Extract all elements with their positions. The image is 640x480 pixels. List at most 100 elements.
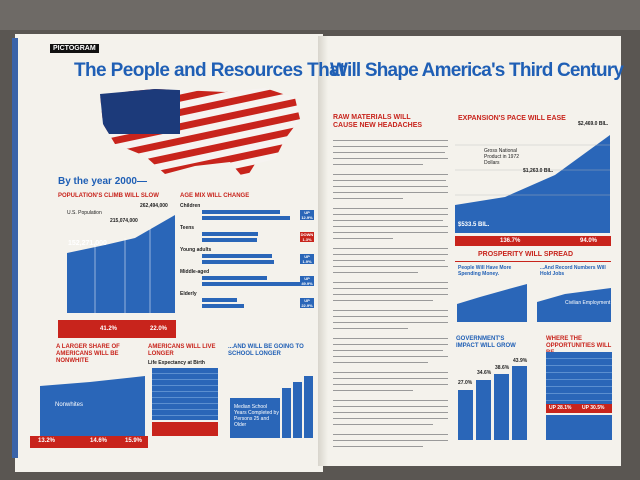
text-line <box>333 254 448 255</box>
expansion-chart <box>455 135 610 233</box>
text-line <box>333 412 448 413</box>
text-line <box>333 362 428 363</box>
section-heading: AGE MIX WILL CHANGE <box>180 193 250 199</box>
change-label: 136.7% <box>500 238 521 244</box>
text-line <box>333 378 448 379</box>
bar <box>202 304 244 308</box>
text-line <box>333 266 448 267</box>
life-table <box>152 368 218 420</box>
text-line <box>333 446 423 447</box>
section-heading: GOVERNMENT'S IMPACT WILL GROW <box>456 336 516 349</box>
text-line <box>333 192 448 193</box>
text-line <box>333 158 448 159</box>
share-label: 14.6% <box>90 438 108 444</box>
age-mix-chart: Children Teens Young adults Middle-aged … <box>180 203 315 315</box>
group-label: Teens <box>180 225 195 231</box>
share-label: 15.9% <box>125 438 143 444</box>
bar <box>202 276 267 280</box>
text-line <box>333 328 408 329</box>
background-wall <box>0 0 640 30</box>
text-line <box>333 288 448 289</box>
flag-map <box>100 88 300 180</box>
text-line <box>333 424 433 425</box>
change-label: UP 22.9% <box>300 298 314 308</box>
population-chart <box>67 215 175 313</box>
text-line <box>333 338 448 339</box>
share-label: 27.0% <box>458 380 473 386</box>
text-line <box>333 146 448 147</box>
text-line <box>333 214 448 215</box>
bar <box>202 232 258 236</box>
bar <box>202 298 237 302</box>
title-left: The People and Resources That <box>74 60 345 81</box>
text-line <box>333 140 448 141</box>
share-label: 43.9% <box>513 358 528 364</box>
text-line <box>333 440 448 441</box>
value-label: 262,494,000 <box>140 203 168 209</box>
change-strip <box>546 404 612 413</box>
group-label: Elderly <box>180 291 197 297</box>
school-chart <box>230 376 313 438</box>
gutter <box>318 36 328 466</box>
nonwhite-chart <box>40 376 145 436</box>
text-line <box>333 350 443 351</box>
change-label: UP 12.9% <box>300 210 314 220</box>
value-label: $2,469.0 BIL. <box>578 121 609 127</box>
group-label: Young adults <box>180 247 212 253</box>
bar <box>202 238 257 242</box>
note-box <box>152 422 218 436</box>
text-line <box>333 344 448 345</box>
group-label: Middle-aged <box>180 269 210 275</box>
text-line <box>333 322 448 323</box>
share-label: 38.6% <box>495 365 510 371</box>
text-line <box>333 384 448 385</box>
intro: By the year 2000— <box>58 176 147 187</box>
text-line <box>333 390 413 391</box>
text-line <box>333 434 448 435</box>
text-line <box>333 282 448 283</box>
government-chart <box>458 366 527 440</box>
value-label: $533.5 BIL. <box>458 222 490 228</box>
change-label: 94.0% <box>580 238 598 244</box>
section-heading: A LARGER SHARE OF AMERICANS WILL BE NONW… <box>56 344 120 364</box>
chart-label: Gross National Product in 1972 Dollars <box>484 148 520 166</box>
text-line <box>333 226 448 227</box>
value-label: 152,271,000 <box>68 240 107 247</box>
text-line <box>333 294 448 295</box>
change-strip <box>30 436 148 448</box>
prosperity-charts <box>457 284 611 322</box>
page-edge <box>12 38 18 458</box>
text-line <box>333 180 446 181</box>
change-strip <box>455 236 611 246</box>
change-label: 41.2% <box>100 326 118 332</box>
section-heading: POPULATION'S CLIMB WILL SLOW <box>58 193 159 199</box>
text-line <box>333 238 393 239</box>
text-line <box>333 418 448 419</box>
text-line <box>333 174 448 175</box>
text-line <box>333 198 403 199</box>
change-label: UP 1.9% <box>300 254 314 264</box>
section-heading: ...AND WILL BE GOING TO SCHOOL LONGER <box>228 344 304 357</box>
opportunity-table <box>546 352 612 404</box>
tag: PICTOGRAM <box>50 44 99 53</box>
chart-label: Nonwhites <box>55 402 84 408</box>
bar <box>202 260 274 264</box>
value-label: $1,263.0 BIL. <box>523 168 554 174</box>
note-box <box>546 415 612 440</box>
text-line <box>333 356 448 357</box>
bar <box>202 282 300 286</box>
rule <box>455 261 611 262</box>
sub-heading: ...And Record Numbers Will Hold Jobs <box>540 265 606 277</box>
bar <box>202 216 290 220</box>
change-label: 22.0% <box>150 326 168 332</box>
text-line <box>333 208 448 209</box>
chart-label: U.S. Population <box>67 210 102 216</box>
text-line <box>333 316 448 317</box>
section-heading: AMERICANS WILL LIVE LONGER <box>148 344 216 357</box>
sub-heading: People Will Have More Spending Money. <box>458 265 512 277</box>
chart-label: Civilian Employment <box>565 300 611 306</box>
text-line <box>333 372 448 373</box>
change-label: DOWN 1.3% <box>300 232 314 242</box>
chart-label: Life Expectancy at Birth <box>148 360 205 366</box>
